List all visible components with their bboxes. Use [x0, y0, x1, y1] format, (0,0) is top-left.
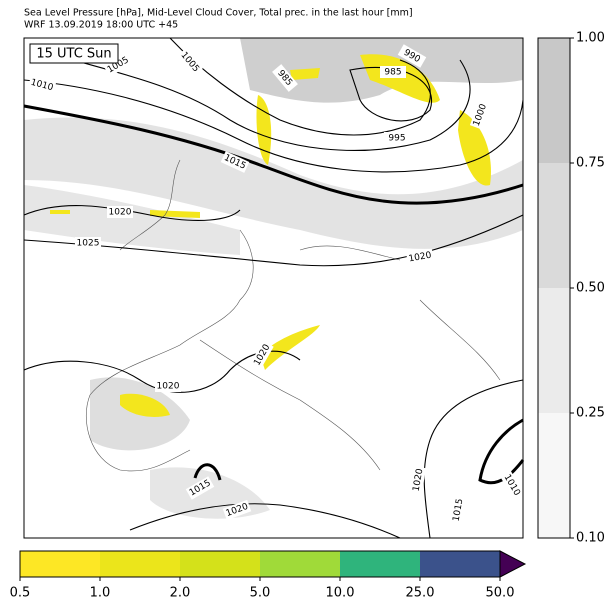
isobar-label-bg	[185, 476, 215, 500]
isobar	[23, 104, 524, 205]
isobar-label-bg	[469, 100, 491, 130]
colorbar-swatch	[100, 551, 180, 577]
isobar-label: 1020	[157, 382, 180, 392]
colorbar-swatch	[20, 551, 100, 577]
coastline	[86, 159, 501, 472]
tick-label: 25.0	[406, 586, 435, 601]
colorbar-swatch	[538, 413, 570, 538]
isobar-label-bg	[27, 75, 57, 95]
isobar-label-bg	[177, 48, 203, 76]
tick-label: 1.0	[90, 586, 111, 601]
subtitle: WRF 13.09.2019 18:00 UTC +45	[24, 20, 178, 31]
time-label: 15 UTC Sun	[36, 47, 111, 62]
isobar-label: 1020	[109, 208, 132, 218]
tick-label: 50.0	[486, 586, 515, 601]
isobar	[193, 463, 222, 481]
isobar-label: 1020	[408, 251, 433, 265]
tick-label: 0.10	[576, 531, 605, 546]
colorbar-swatch	[260, 551, 340, 577]
tick-label: 0.75	[576, 156, 605, 171]
isobar-label-bg	[75, 237, 101, 249]
colorbar-swatch	[538, 38, 570, 163]
isobar-label-bg	[250, 340, 274, 370]
precip	[260, 325, 320, 370]
map-frame	[23, 37, 524, 539]
isobar-label-bg	[380, 66, 406, 78]
tick-label: 10.0	[326, 586, 355, 601]
isobar-label: 985	[384, 68, 401, 78]
colorbar-extend	[499, 550, 527, 578]
isobar	[478, 418, 525, 484]
isobar	[23, 79, 524, 173]
title: Sea Level Pressure [hPa], Mid-Level Clou…	[24, 8, 413, 19]
tick-label: 5.0	[250, 586, 271, 601]
cloud-band	[24, 117, 523, 249]
isobar-label-bg	[103, 53, 133, 77]
isobar-label-bg	[500, 470, 524, 500]
isobar	[169, 37, 431, 136]
isobar-label-bg	[222, 499, 252, 521]
tick-label: 0.25	[576, 406, 605, 421]
isobar-label-bg	[220, 151, 250, 173]
isobar	[23, 205, 241, 221]
isobar	[39, 49, 471, 151]
isobar-label: 1020	[412, 468, 426, 493]
isobar-label: 1015	[452, 498, 466, 522]
time-box	[29, 43, 119, 64]
colorbar-swatch	[538, 163, 570, 288]
colorbar-swatch	[538, 288, 570, 413]
isobar-label-bg	[406, 248, 434, 266]
tick-label: 2.0	[170, 586, 191, 601]
isobar	[423, 379, 524, 539]
colorbar-swatch	[420, 551, 500, 577]
colorbar-swatch	[180, 551, 260, 577]
precip	[256, 95, 272, 165]
tick-label: 1.00	[576, 31, 605, 46]
isobar	[129, 503, 401, 539]
isobar-label-bg	[107, 206, 133, 218]
map-bg	[24, 38, 523, 538]
isobar-label-bg	[384, 132, 410, 144]
isobar-label-bg	[409, 466, 427, 494]
isobar-label-bg	[449, 496, 467, 524]
isobar-label-bg	[397, 44, 427, 68]
precip	[458, 110, 491, 186]
isobar-label-bg	[272, 64, 298, 92]
colorbar-swatch	[340, 551, 420, 577]
isobar-label: 1025	[77, 239, 100, 249]
precip	[120, 393, 170, 417]
tick-label: 0.5	[10, 586, 31, 601]
isobar-label-bg	[155, 380, 181, 392]
isobar-label: 995	[388, 134, 405, 144]
tick-label: 0.50	[576, 281, 605, 296]
